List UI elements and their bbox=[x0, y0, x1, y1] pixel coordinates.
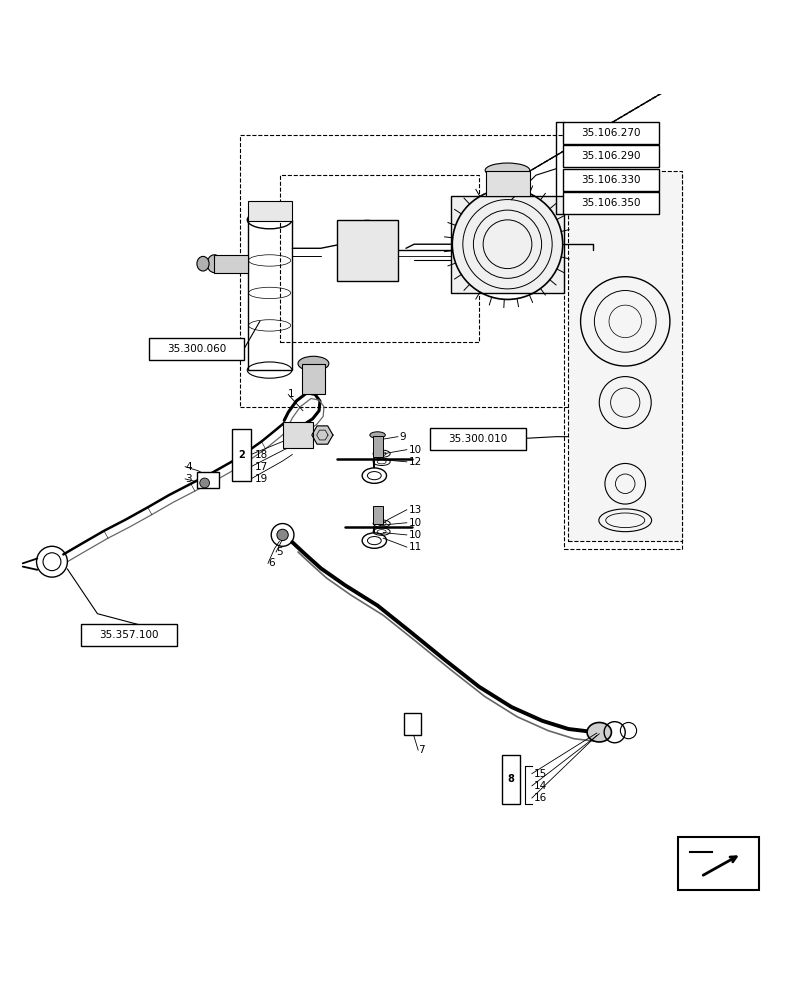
Text: 11: 11 bbox=[408, 542, 421, 552]
Bar bbox=[247, 220, 292, 370]
Text: 10: 10 bbox=[408, 518, 421, 528]
Text: 19: 19 bbox=[255, 474, 268, 484]
Bar bbox=[239, 135, 588, 407]
Ellipse shape bbox=[362, 533, 386, 548]
Bar bbox=[501, 755, 520, 804]
Text: 14: 14 bbox=[534, 781, 547, 791]
Bar bbox=[337, 220, 397, 281]
Text: 18: 18 bbox=[255, 450, 268, 460]
Text: 9: 9 bbox=[399, 432, 406, 442]
Text: 1: 1 bbox=[288, 389, 294, 399]
Text: 17: 17 bbox=[255, 462, 268, 472]
Ellipse shape bbox=[370, 432, 384, 438]
Bar bbox=[564, 175, 681, 549]
Text: 3: 3 bbox=[185, 474, 191, 484]
Circle shape bbox=[250, 202, 261, 213]
Text: 35.357.100: 35.357.100 bbox=[99, 630, 159, 640]
Bar bbox=[372, 506, 383, 524]
Bar bbox=[302, 364, 324, 394]
Circle shape bbox=[277, 202, 289, 213]
Bar bbox=[247, 201, 292, 221]
Bar bbox=[214, 255, 248, 273]
Text: 2: 2 bbox=[238, 450, 244, 460]
Text: 8: 8 bbox=[507, 774, 513, 784]
Bar bbox=[81, 624, 177, 646]
Bar bbox=[562, 169, 658, 191]
Text: 15: 15 bbox=[534, 769, 547, 779]
Bar bbox=[430, 428, 526, 450]
Text: 35.106.350: 35.106.350 bbox=[580, 198, 640, 208]
Text: 10: 10 bbox=[408, 530, 421, 540]
Bar bbox=[282, 422, 313, 448]
Bar bbox=[280, 175, 478, 342]
Bar bbox=[677, 837, 758, 890]
Text: 35.106.330: 35.106.330 bbox=[580, 175, 640, 185]
Bar bbox=[403, 713, 421, 735]
Bar bbox=[450, 196, 564, 293]
Ellipse shape bbox=[298, 356, 328, 371]
Text: 35.300.060: 35.300.060 bbox=[167, 344, 225, 354]
Bar bbox=[568, 171, 681, 541]
Bar bbox=[485, 171, 530, 196]
Text: 5: 5 bbox=[276, 547, 282, 557]
Text: 6: 6 bbox=[268, 558, 274, 568]
Text: 35.300.010: 35.300.010 bbox=[448, 434, 507, 444]
Ellipse shape bbox=[196, 256, 209, 271]
Text: 10: 10 bbox=[408, 445, 421, 455]
Text: 13: 13 bbox=[408, 505, 421, 515]
Bar bbox=[562, 192, 658, 214]
Bar bbox=[372, 436, 383, 457]
Bar bbox=[562, 122, 658, 144]
Circle shape bbox=[200, 478, 209, 488]
Polygon shape bbox=[311, 426, 333, 444]
Text: 16: 16 bbox=[534, 793, 547, 803]
Text: 35.106.290: 35.106.290 bbox=[580, 151, 640, 161]
Ellipse shape bbox=[207, 255, 221, 273]
Bar bbox=[232, 429, 251, 481]
Bar bbox=[562, 145, 658, 167]
Text: 12: 12 bbox=[408, 457, 421, 467]
Ellipse shape bbox=[362, 468, 386, 483]
Text: 35.106.270: 35.106.270 bbox=[580, 128, 640, 138]
Circle shape bbox=[277, 529, 288, 541]
Text: 4: 4 bbox=[185, 462, 191, 472]
Text: 7: 7 bbox=[418, 745, 424, 755]
Ellipse shape bbox=[485, 163, 530, 178]
Bar bbox=[148, 338, 244, 360]
Bar bbox=[196, 472, 219, 488]
Circle shape bbox=[264, 202, 275, 213]
Ellipse shape bbox=[586, 722, 611, 742]
